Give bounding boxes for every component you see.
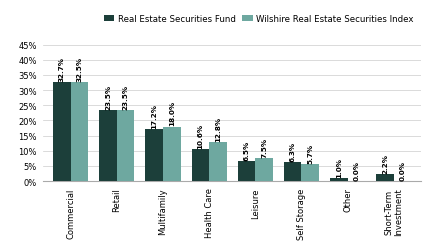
Bar [301, 164, 319, 181]
Bar [53, 83, 71, 181]
Bar [99, 110, 117, 181]
Bar [238, 162, 255, 181]
Text: 23.5%: 23.5% [123, 84, 129, 109]
Bar [255, 159, 273, 181]
Text: 12.8%: 12.8% [215, 116, 221, 142]
Text: 18.0%: 18.0% [169, 101, 175, 126]
Bar [209, 143, 227, 181]
Bar [145, 130, 163, 181]
Bar [376, 175, 394, 181]
Bar [330, 178, 347, 181]
Text: 17.2%: 17.2% [151, 103, 157, 128]
Text: 6.3%: 6.3% [290, 141, 296, 161]
Text: 23.5%: 23.5% [105, 84, 111, 109]
Text: 0.0%: 0.0% [353, 160, 359, 180]
Legend: Real Estate Securities Fund, Wilshire Real Estate Securities Index: Real Estate Securities Fund, Wilshire Re… [100, 12, 417, 27]
Text: 5.7%: 5.7% [307, 143, 313, 163]
Text: 2.2%: 2.2% [382, 154, 388, 174]
Bar [71, 83, 88, 181]
Bar [117, 110, 134, 181]
Text: 6.5%: 6.5% [243, 140, 249, 161]
Text: 7.5%: 7.5% [261, 138, 267, 158]
Bar [163, 127, 181, 181]
Text: 32.7%: 32.7% [59, 56, 65, 81]
Bar [192, 149, 209, 181]
Text: 32.5%: 32.5% [77, 57, 83, 82]
Bar [284, 162, 301, 181]
Text: 10.6%: 10.6% [197, 123, 203, 148]
Text: 0.0%: 0.0% [399, 160, 405, 180]
Text: 1.0%: 1.0% [336, 157, 342, 177]
